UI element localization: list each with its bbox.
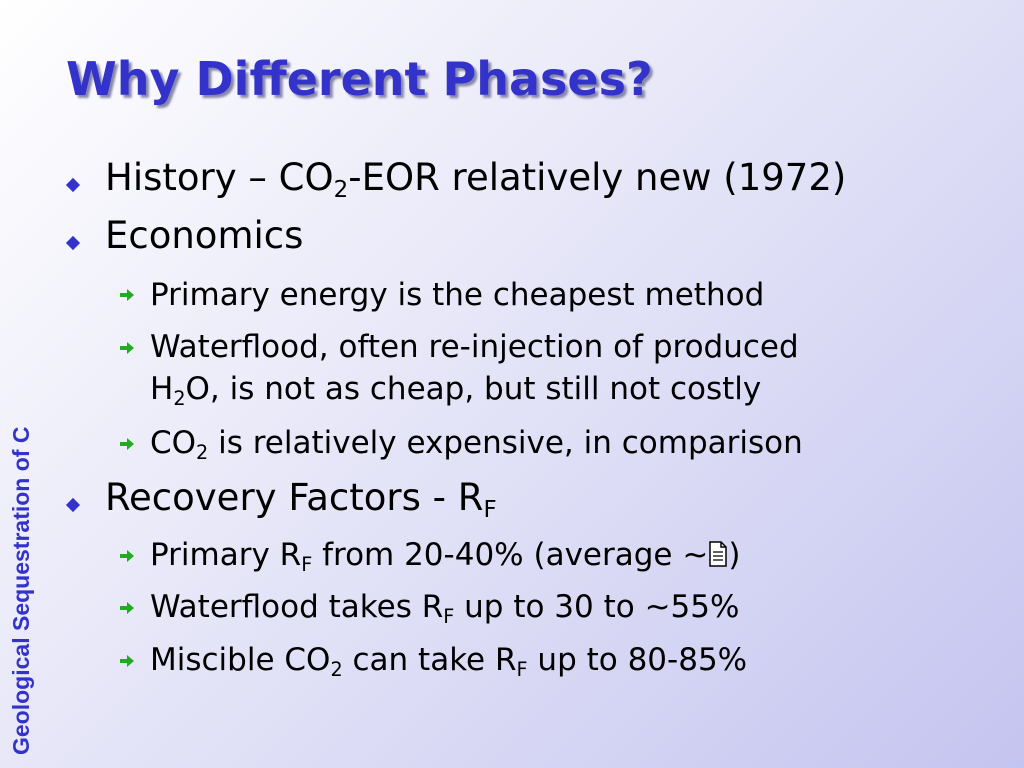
subscript: F: [301, 552, 313, 576]
text: CO: [150, 425, 197, 461]
bullet-text: Recovery Factors - RF: [105, 476, 497, 523]
arrow-bullet: [120, 438, 134, 450]
sub-bullet-text: Primary energy is the cheapest method: [150, 274, 764, 316]
text: Miscible CO: [150, 642, 331, 678]
sub-bullet-text: Miscible CO2 can take RF up to 80-85%: [150, 639, 747, 691]
subscript: 2: [196, 440, 209, 464]
subscript: 2: [333, 176, 349, 203]
side-label: Geological Sequestration of C: [8, 426, 34, 755]
text: H: [150, 371, 174, 407]
slide-title: Why Different Phases?: [66, 52, 653, 106]
text: History – CO: [105, 156, 334, 199]
sub-bullet-text: Waterflood takes RF up to 30 to ~55%: [150, 586, 739, 638]
text: is relatively expensive, in comparison: [208, 425, 803, 461]
subscript: F: [483, 496, 497, 523]
arrow-bullet: [120, 342, 134, 354]
subscript: 2: [330, 657, 343, 681]
subscript: F: [516, 657, 528, 681]
text: up to 30 to ~55%: [454, 589, 740, 625]
arrow-bullet: [120, 289, 134, 301]
text: up to 80-85%: [527, 642, 748, 678]
text: Waterflood, often re-injection of produc…: [150, 329, 799, 365]
arrow-bullet: [120, 655, 134, 667]
arrow-bullet: [120, 550, 134, 562]
text: Economics: [105, 214, 304, 257]
bullet: [65, 177, 81, 193]
text: -EOR relatively new (1972): [348, 156, 847, 199]
subscript: F: [443, 604, 455, 628]
bullet-text: Economics: [105, 214, 303, 257]
text: from 20-40% (average ~: [312, 537, 709, 573]
text: Primary R: [150, 537, 302, 573]
text: Primary energy is the cheapest method: [150, 277, 765, 313]
sub-bullet-text: CO2 is relatively expensive, in comparis…: [150, 422, 803, 474]
text: can take R: [342, 642, 517, 678]
text: Recovery Factors - R: [105, 476, 484, 519]
subscript: 2: [173, 386, 186, 410]
bullet: [65, 497, 81, 513]
bullet: [65, 235, 81, 251]
missing-glyph-icon: [709, 541, 728, 567]
text: ): [728, 537, 741, 573]
bullet-text: History – CO2-EOR relatively new (1972): [105, 156, 846, 203]
sub-bullet-text: Waterflood, often re-injection of produc…: [150, 326, 799, 420]
sub-bullet-text: Primary RF from 20-40% (average ~): [150, 534, 740, 586]
arrow-bullet: [120, 602, 134, 614]
text: Waterflood takes R: [150, 589, 444, 625]
text: O, is not as cheap, but still not costly: [185, 371, 762, 407]
